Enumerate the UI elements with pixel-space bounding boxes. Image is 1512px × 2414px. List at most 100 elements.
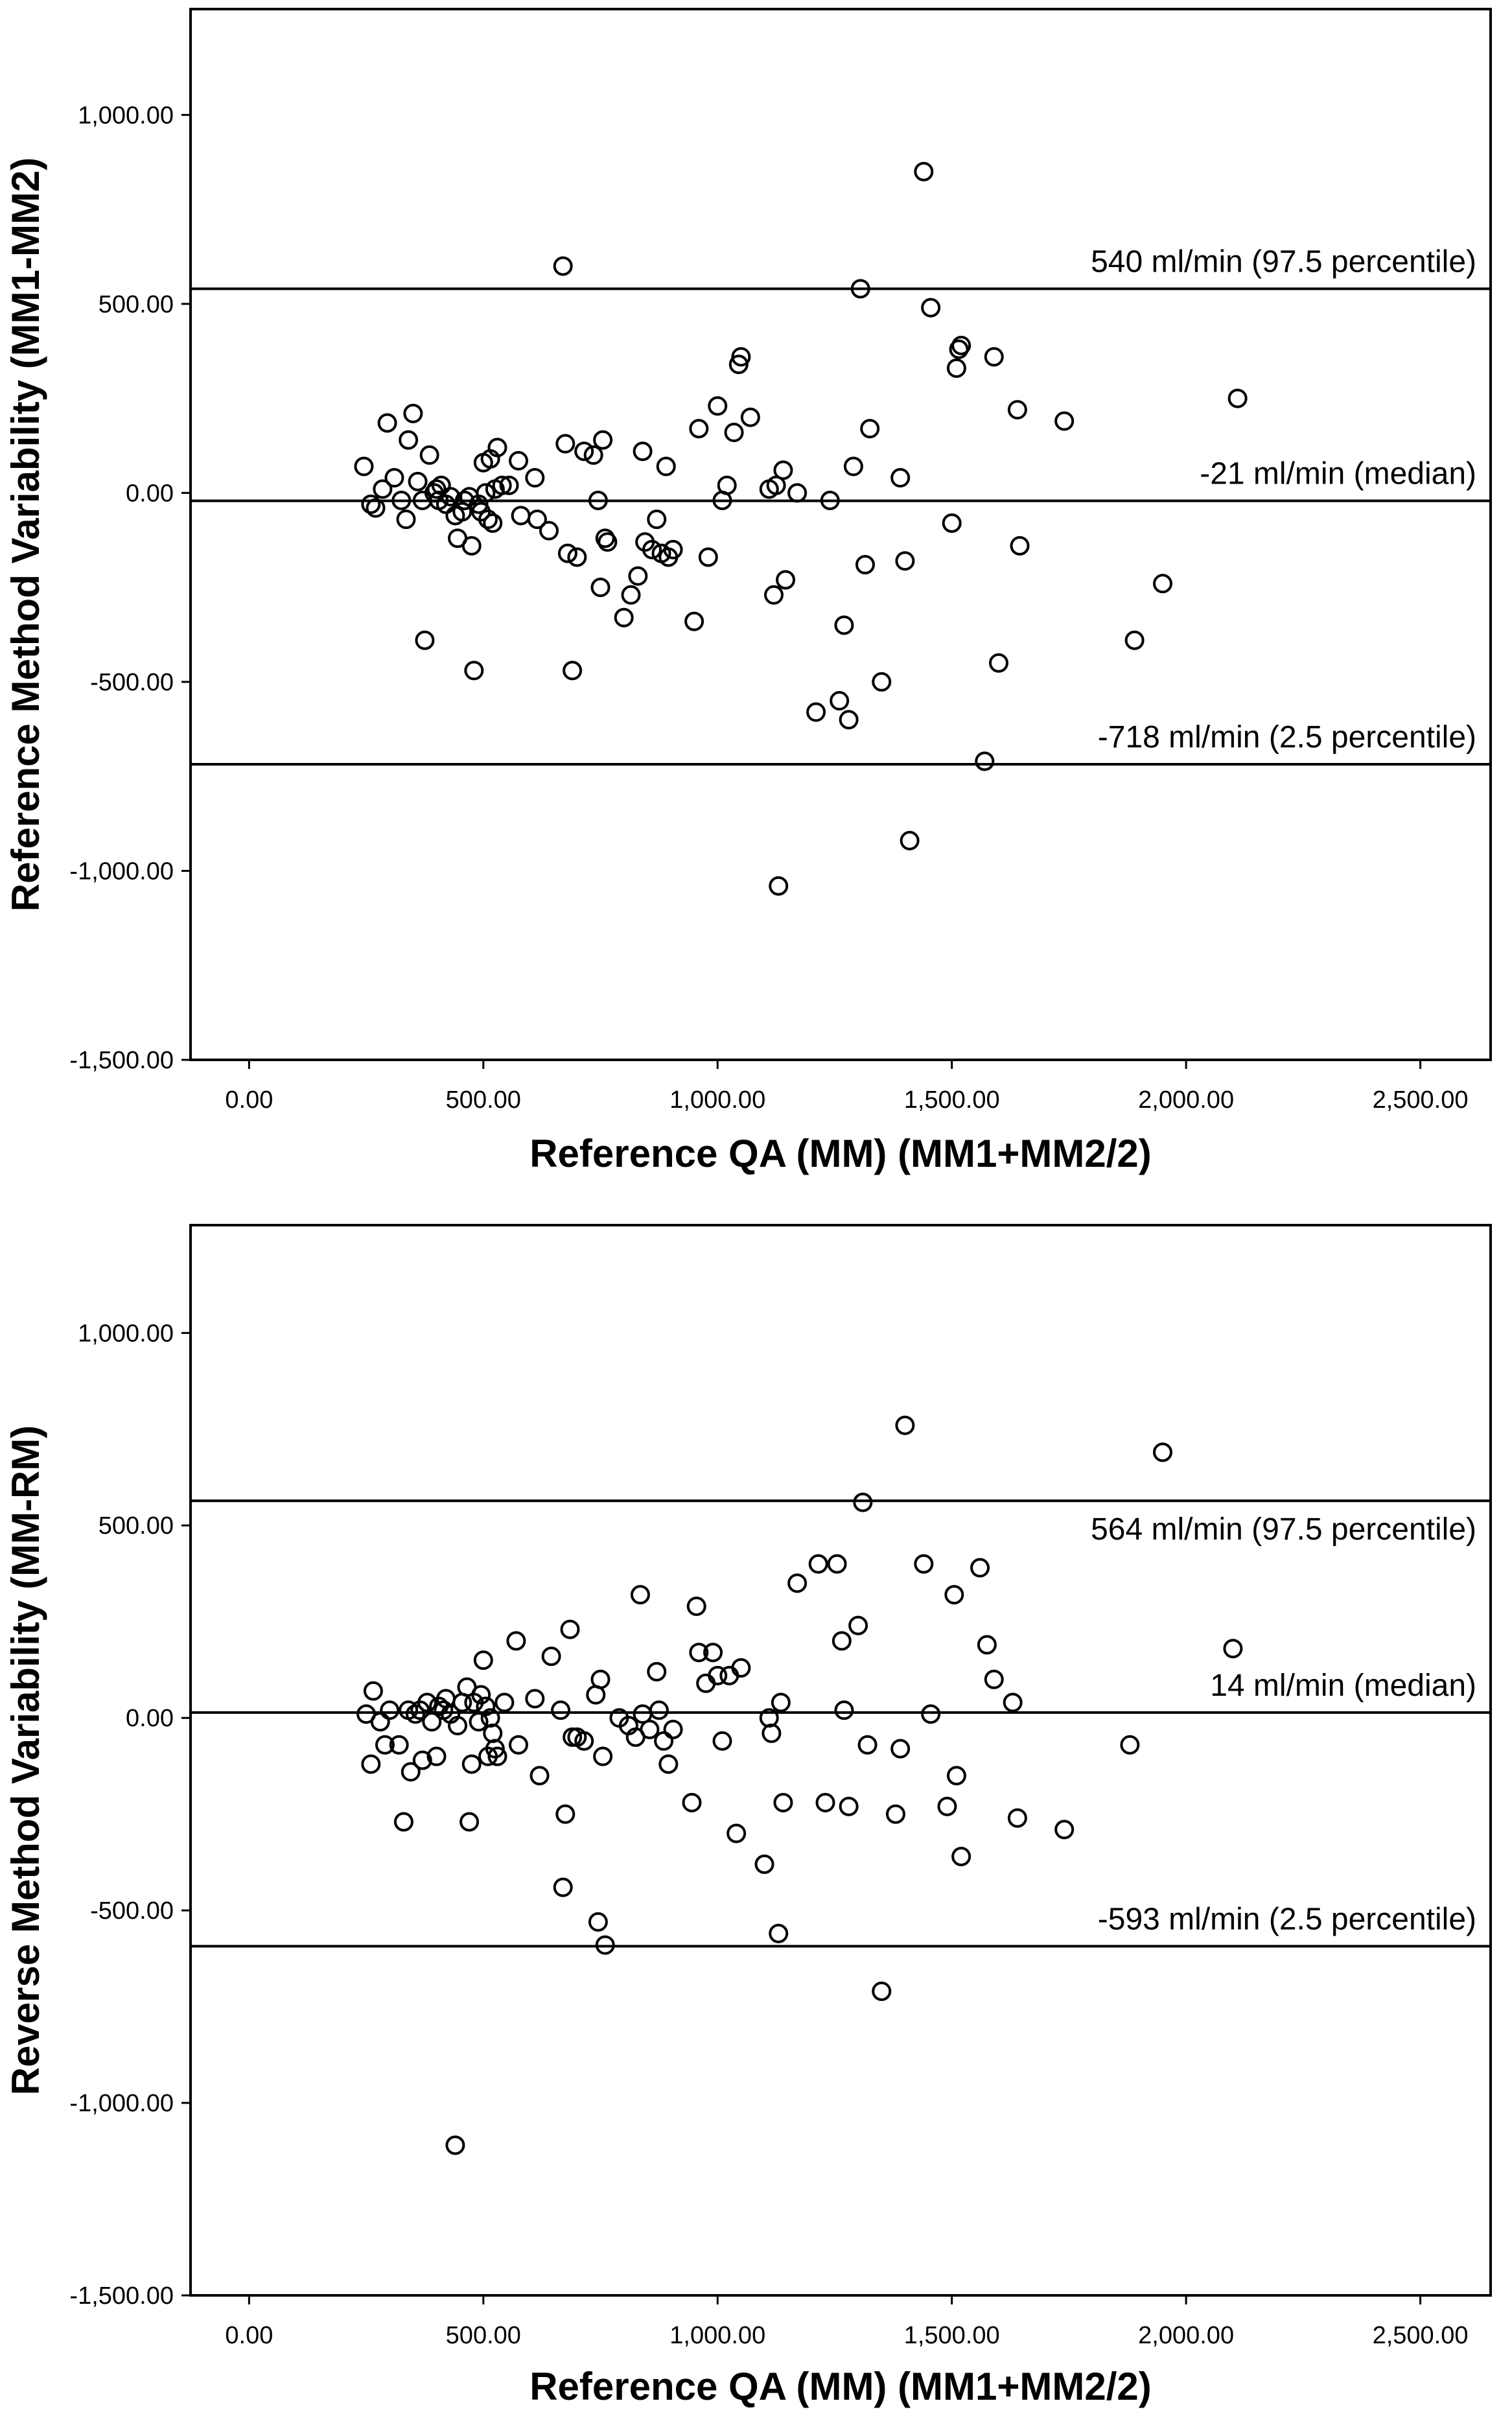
data-point [773,1792,793,1812]
x-tick-label: 0.00 [225,2322,273,2349]
data-point [593,1746,613,1766]
data-point [1227,388,1248,408]
data-point [703,1643,723,1663]
data-point [448,1716,468,1736]
data-point [900,830,920,850]
data-point [787,483,808,503]
data-point [895,551,915,571]
data-point [769,876,789,896]
data-point [984,347,1004,367]
data-point [373,479,393,499]
data-point [951,335,971,355]
data-point [539,521,559,541]
data-point [614,607,634,627]
data-point [988,653,1008,673]
data-point [525,1689,545,1709]
data-point [885,1804,905,1824]
data-point [492,475,512,495]
data-point [663,1719,683,1739]
data-point [1007,1808,1027,1828]
x-tick-label: 0.00 [225,1086,273,1114]
data-point [461,1754,482,1774]
data-point [391,491,412,511]
data-point [509,451,529,471]
data-point [740,407,760,427]
data-point [361,1754,381,1774]
data-point [529,1766,550,1786]
y-tick-label: -1,500.00 [69,1047,174,1074]
data-point [426,1746,447,1766]
data-point [527,510,547,530]
x-tick-label: 2,500.00 [1373,1086,1469,1114]
data-point [483,513,503,533]
data-point [454,491,474,511]
reference-line-label: -593 ml/min (2.5 percentile) [1098,1902,1476,1936]
data-point [937,1796,957,1816]
data-point [776,570,796,590]
data-point [393,1812,413,1832]
data-point [590,578,611,598]
data-point [401,1762,421,1782]
x-axis-title: Reference QA (MM) (MM1+MM2/2) [529,1132,1152,1175]
data-point [663,539,683,559]
data-point [872,1981,892,2001]
data-point [574,441,594,462]
data-point [698,547,718,567]
data-point [921,298,941,318]
data-point [649,1700,669,1720]
data-point [689,419,709,439]
data-point [773,460,793,480]
data-point [860,419,880,439]
x-tick-label: 2,000.00 [1138,2322,1234,2349]
data-point [419,445,439,465]
reference-line-label: -21 ml/min (median) [1200,457,1476,491]
y-tick-label: -500.00 [90,1897,174,1925]
data-point [1152,1442,1172,1462]
data-point [431,475,451,495]
data-point [405,1704,425,1724]
data-point [598,532,618,552]
data-point [361,494,381,514]
data-point [717,475,737,495]
data-point [525,468,545,488]
data-point [1124,630,1145,650]
data-point [1007,400,1027,420]
data-point [848,1615,868,1635]
data-point [509,1735,529,1755]
data-point [471,1685,491,1705]
x-tick-label: 1,000.00 [669,2322,765,2349]
data-point [422,1712,442,1732]
data-point [366,498,386,518]
data-point [354,456,374,476]
y-tick-label: 0.00 [126,480,174,507]
y-tick-label: -500.00 [90,669,174,696]
data-point [834,615,854,635]
data-point [555,1804,576,1824]
data-point [494,1693,515,1713]
data-point [890,468,911,488]
reference-line-label: 564 ml/min (97.5 percentile) [1091,1512,1476,1547]
data-point [708,396,728,416]
data-point [1223,1639,1243,1659]
data-point [476,1696,496,1717]
data-point [363,1681,383,1701]
y-tick-label: 1,000.00 [78,1320,174,1347]
data-point [633,441,653,462]
data-point [478,510,498,530]
data-point [553,256,573,276]
y-axis-title: Reference Method Variability (MM1-MM2) [4,158,47,912]
data-point [389,1735,409,1755]
data-point [415,630,435,650]
data-point [872,672,892,692]
data-point [487,1746,507,1766]
data-point [689,1643,709,1663]
data-point [914,1554,934,1574]
data-point [553,1877,573,1897]
data-point [588,491,608,511]
data-point [464,661,484,681]
data-point [762,1723,782,1743]
data-point [380,1700,400,1720]
data-point [560,1619,580,1639]
top-scatter-panel: 1,000.00 500.00 0.00 -500.00 -1,000.00 -1,500… [4,8,1492,1175]
data-point [834,1700,854,1720]
